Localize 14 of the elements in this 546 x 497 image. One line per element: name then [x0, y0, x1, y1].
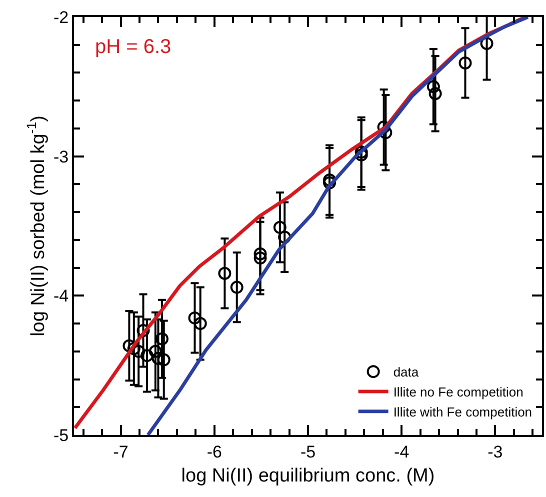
y-tick-label: -3 [53, 147, 69, 166]
legend-label: Illite with Fe competition [393, 404, 532, 420]
x-tick-label: -6 [206, 442, 222, 462]
y-tick-label: -4 [53, 286, 69, 306]
x-tick-label: -5 [300, 442, 316, 462]
y-tick-label: -5 [53, 426, 69, 445]
x-tick-label: -3 [488, 442, 503, 462]
annotation: pH = 6.3 [95, 36, 172, 58]
y-tick-label: -2 [53, 8, 69, 27]
x-axis-title: log Ni(II) equilibrium conc. (M) [181, 466, 435, 487]
x-tick-label: -7 [113, 442, 128, 462]
legend-label: data [393, 364, 420, 380]
legend-label: Illite no Fe competition [393, 384, 524, 400]
x-tick-label: -4 [394, 442, 410, 462]
